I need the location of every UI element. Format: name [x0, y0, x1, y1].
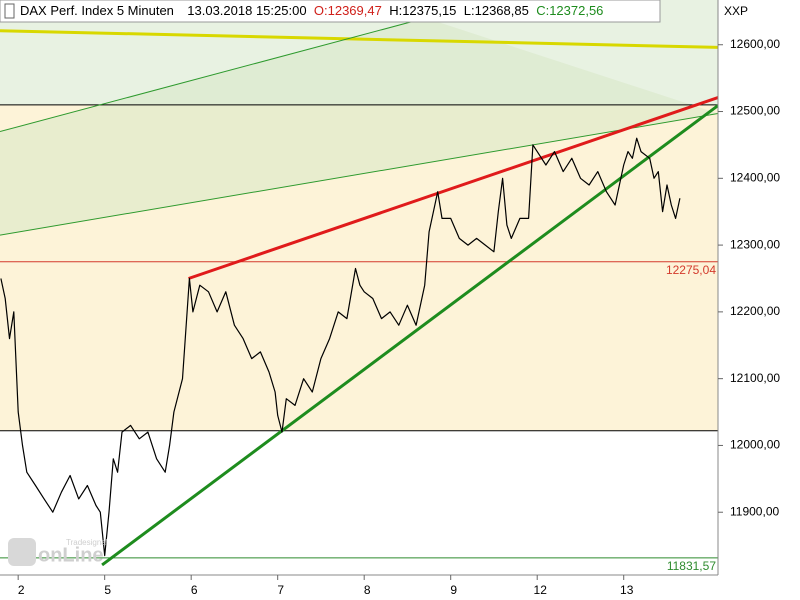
- ohlc-open: O:12369,47: [314, 3, 382, 18]
- trendline: [188, 96, 718, 280]
- ohlc-high: H:12375,15: [389, 3, 456, 18]
- trendline: [101, 104, 718, 567]
- y-axis-label: XXP: [724, 4, 748, 18]
- watermark: onLine Tradesignal: [8, 538, 108, 566]
- watermark-brand: Tradesignal: [66, 538, 108, 547]
- watermark-icon: [8, 538, 36, 566]
- ohlc-close: C:12372,56: [536, 3, 603, 18]
- trendline: [0, 113, 718, 236]
- x-tick-label: 13: [620, 583, 634, 597]
- y-tick-label: 12600,00: [730, 37, 780, 51]
- y-tick-label: 12300,00: [730, 237, 780, 251]
- header-text: DAX Perf. Index 5 Minuten 13.03.2018 15:…: [20, 3, 603, 18]
- title: DAX Perf. Index 5 Minuten: [20, 3, 174, 18]
- y-tick-label: 12500,00: [730, 104, 780, 118]
- x-tick-label: 12: [534, 583, 548, 597]
- header-icon: [4, 3, 15, 19]
- y-tick-label: 12400,00: [730, 170, 780, 184]
- level-label: 11831,57: [667, 559, 716, 573]
- x-tick-label: 9: [450, 583, 457, 597]
- watermark-text: onLine: [38, 544, 104, 566]
- header: DAX Perf. Index 5 Minuten 13.03.2018 15:…: [0, 0, 661, 23]
- x-tick-label: 7: [277, 583, 284, 597]
- timestamp: 13.03.2018 15:25:00: [187, 3, 306, 18]
- level-label: 12275,04: [666, 263, 716, 277]
- y-tick-label: 12100,00: [730, 371, 780, 385]
- x-tick-label: 2: [18, 583, 25, 597]
- y-tick-label: 12000,00: [730, 438, 780, 452]
- trendline: [0, 17, 426, 133]
- x-tick-label: 6: [191, 583, 198, 597]
- x-tick-label: 8: [364, 583, 371, 597]
- header-box: [0, 0, 661, 23]
- x-tick-label: 5: [104, 583, 111, 597]
- y-tick-label: 11900,00: [730, 504, 779, 518]
- plot-area: 12275,04 11831,57: [0, 0, 718, 573]
- y-tick-label: 12200,00: [730, 304, 780, 318]
- channel-fill: [0, 18, 718, 236]
- ohlc-low: L:12368,85: [464, 3, 529, 18]
- price-line: [0, 137, 681, 557]
- trendline: [0, 29, 718, 49]
